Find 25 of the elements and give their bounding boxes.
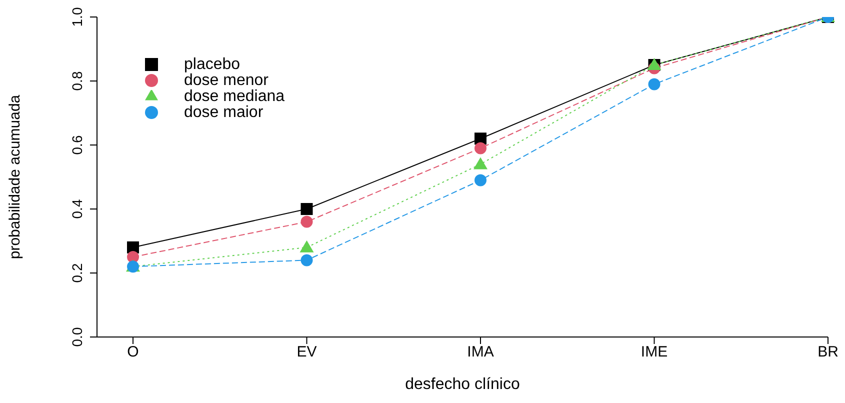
point (648, 78, 660, 90)
legend-label: placebo (184, 56, 240, 73)
y-tick-label: 0.6 (69, 135, 85, 155)
point (474, 157, 488, 170)
point (300, 216, 313, 228)
point (300, 203, 313, 215)
y-axis-title: probabilidade acumuada (6, 94, 24, 260)
x-tick-label: EV (296, 344, 317, 361)
x-axis-title: desfecho clínico (405, 376, 520, 393)
legend-label: dose maior (184, 104, 264, 121)
point (474, 142, 486, 154)
y-tick-label: 0.4 (69, 199, 85, 219)
point (300, 254, 313, 266)
y-tick-label: 0.2 (69, 263, 85, 283)
x-tick-label: IMA (467, 344, 494, 361)
point (300, 240, 314, 252)
y-tick-label: 1.0 (69, 7, 85, 27)
point (474, 174, 486, 186)
legend-label: dose menor (184, 72, 268, 89)
x-tick-label: BR (818, 344, 839, 361)
x-tick-label: O (127, 344, 139, 361)
legend-label: dose mediana (184, 88, 285, 105)
x-tick-label: IME (640, 344, 668, 361)
y-tick-label: 0.8 (69, 71, 85, 91)
y-tick-label: 0.0 (69, 327, 85, 347)
